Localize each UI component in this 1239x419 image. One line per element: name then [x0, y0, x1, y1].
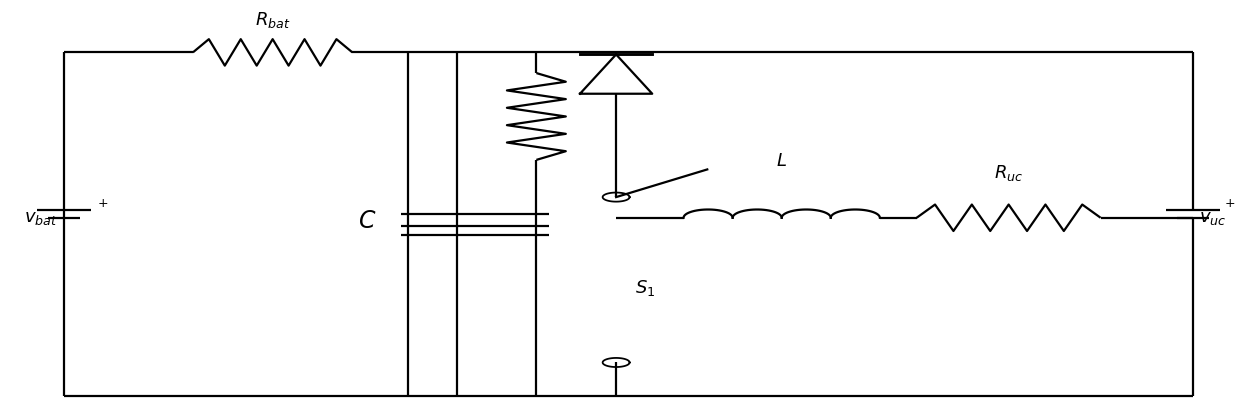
Text: $S_1$: $S_1$: [634, 278, 654, 298]
Text: +: +: [1224, 197, 1235, 210]
Text: $C$: $C$: [358, 210, 377, 233]
Text: $v_{uc}$: $v_{uc}$: [1199, 209, 1227, 227]
Text: $R_{uc}$: $R_{uc}$: [994, 163, 1023, 183]
Text: +: +: [97, 197, 108, 210]
Text: $L$: $L$: [776, 152, 787, 170]
Text: $v_{bat}$: $v_{bat}$: [25, 209, 58, 227]
Text: $R_{bat}$: $R_{bat}$: [255, 10, 290, 30]
